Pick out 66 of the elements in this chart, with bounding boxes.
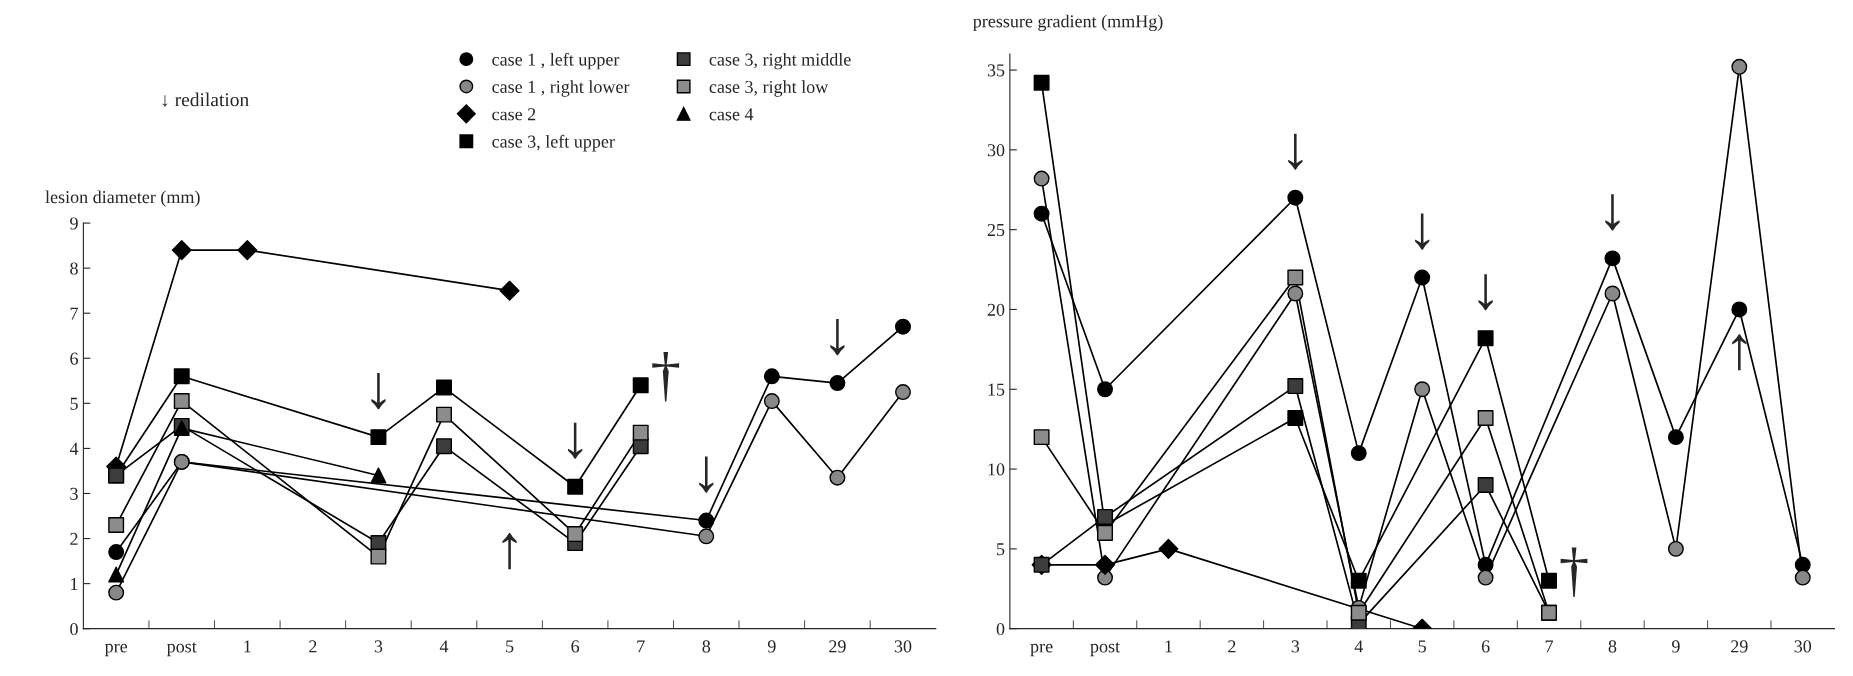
- y-tick-label: 6: [70, 352, 78, 365]
- y-tick-label: 2: [70, 532, 78, 545]
- x-tick-label: 29: [1731, 640, 1748, 653]
- y-tick-label: 5: [997, 543, 1005, 556]
- annotation: ↑: [502, 533, 517, 570]
- legend-label: case 3, right low: [709, 80, 829, 97]
- annotation: ↓: [1288, 133, 1303, 170]
- x-tick-label: pre: [104, 643, 128, 657]
- x-tick-label: 1: [1165, 640, 1172, 653]
- x-tick-label: 30: [1794, 640, 1812, 653]
- text: ↓ redilation: [162, 92, 249, 107]
- annotation: ↓: [699, 456, 714, 493]
- annotation: ↓: [1605, 194, 1620, 231]
- annotation: †: [1560, 547, 1588, 598]
- y-tick-label: 9: [70, 217, 78, 230]
- x-tick-label: pre: [1030, 643, 1053, 657]
- x-tick-label: 7: [637, 640, 645, 653]
- annotation: †: [652, 352, 680, 402]
- x-tick-label: 4: [439, 640, 449, 653]
- annotation: ↓: [567, 422, 583, 459]
- annotation: ↓: [1415, 213, 1430, 250]
- x-tick-label: post: [1090, 642, 1120, 657]
- x-tick-label: 2: [309, 640, 317, 653]
- x-tick-label: 4: [1354, 640, 1363, 653]
- y-tick-label: 7: [70, 307, 78, 320]
- x-tick-label: 7: [1545, 640, 1554, 653]
- y-tick-label: 5: [70, 397, 78, 410]
- legend-label: case 1 , right lower: [492, 80, 630, 97]
- x-tick-label: 8: [702, 640, 711, 653]
- y-tick-label: 3: [70, 487, 78, 500]
- x-tick-label: 3: [374, 640, 383, 653]
- x-tick-label: 5: [1418, 640, 1426, 653]
- y-axis-title: pressure gradient (mmHg): [973, 14, 1163, 32]
- y-tick-label: 8: [70, 262, 78, 275]
- annotation: ↓: [830, 319, 845, 356]
- y-tick-label: 15: [988, 383, 1005, 396]
- x-tick-label: 6: [571, 640, 580, 653]
- x-tick-label: 29: [829, 640, 846, 653]
- x-tick-label: 9: [767, 640, 776, 653]
- annotation: ↓: [1478, 274, 1493, 311]
- y-axis-title: lesion diameter (mm): [45, 190, 200, 207]
- legend-label: case 1 , left upper: [492, 52, 620, 70]
- y-tick-label: 1: [71, 577, 78, 590]
- x-tick-label: 3: [1291, 640, 1300, 653]
- legend-label: case 4: [709, 108, 754, 121]
- y-tick-label: 4: [69, 442, 79, 455]
- x-tick-label: 5: [506, 640, 514, 653]
- x-tick-label: 30: [894, 640, 912, 653]
- x-tick-label: 8: [1608, 640, 1617, 653]
- x-tick-label: 9: [1671, 640, 1680, 653]
- x-tick-label: 6: [1481, 640, 1490, 653]
- y-tick-label: 30: [987, 144, 1005, 157]
- x-tick-label: 1: [244, 640, 251, 653]
- legend-label: case 3, right middle: [709, 52, 851, 70]
- y-tick-label: 35: [987, 64, 1005, 77]
- annotation: ↑: [1732, 334, 1747, 371]
- y-tick-label: 10: [988, 463, 1005, 476]
- annotation: ↓: [371, 373, 386, 410]
- y-tick-label: 25: [987, 223, 1005, 237]
- x-tick-label: post: [166, 642, 197, 657]
- legend-label: case 3, left upper: [492, 134, 615, 152]
- y-tick-label: 0: [996, 622, 1005, 636]
- x-tick-label: 2: [1228, 640, 1236, 653]
- y-tick-label: 20: [987, 303, 1005, 316]
- legend-label: case 2: [492, 108, 536, 121]
- y-tick-label: 0: [70, 622, 78, 636]
